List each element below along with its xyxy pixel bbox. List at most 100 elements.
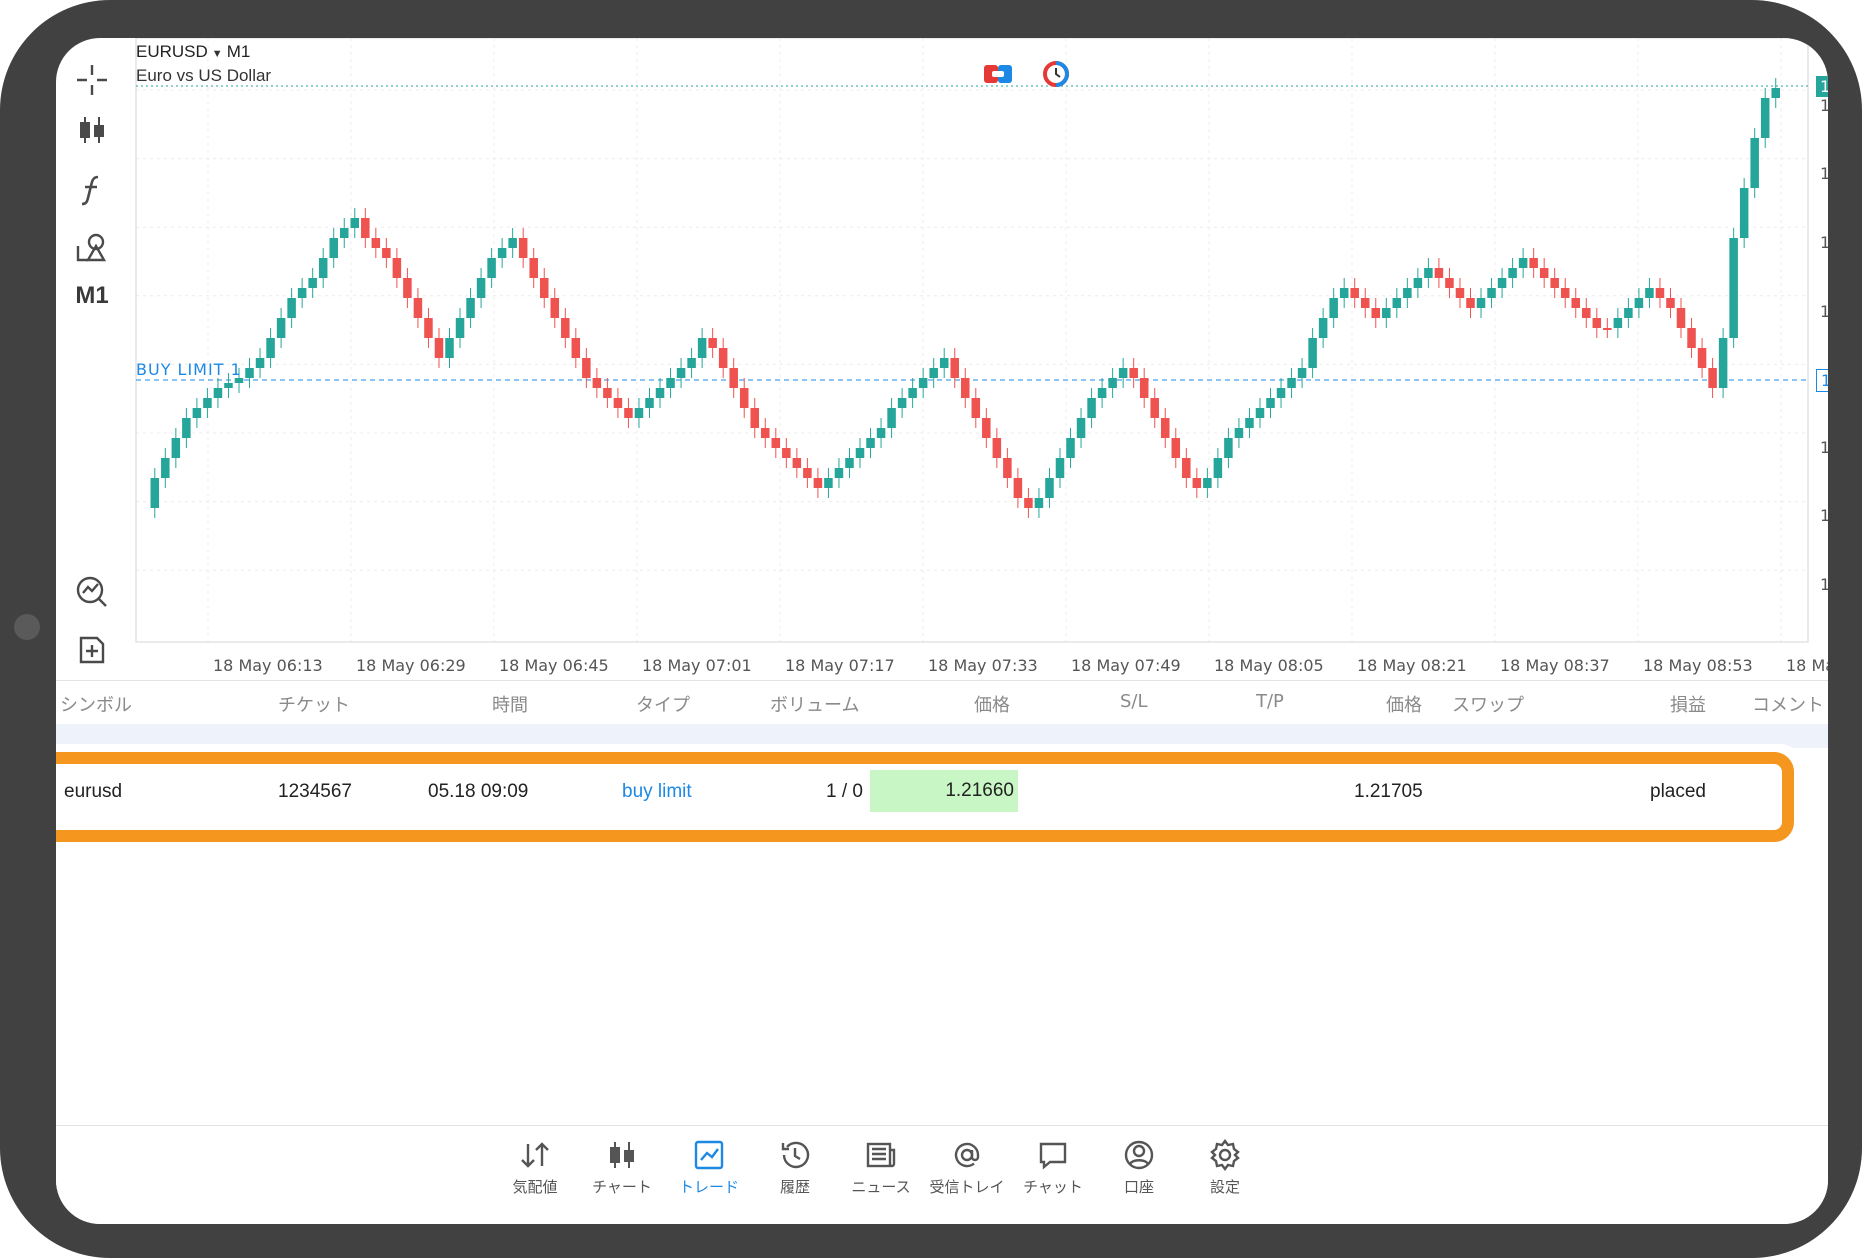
nav-settings[interactable]: 設定 [1180, 1138, 1270, 1197]
chat-icon [1039, 1142, 1067, 1170]
header-price[interactable]: 価格 [974, 695, 1010, 716]
nav-chat[interactable]: チャット [1008, 1138, 1098, 1197]
candle-body [455, 318, 465, 338]
candle-body [445, 338, 454, 358]
nav-label: 設定 [1209, 1178, 1240, 1196]
candle-body [1118, 368, 1128, 378]
nav-account[interactable]: 口座 [1094, 1138, 1184, 1197]
candle-body [1392, 298, 1402, 308]
header-ticket[interactable]: チケット [278, 695, 350, 716]
cell-symbol: eurusd [64, 781, 123, 802]
add-chart-icon[interactable] [66, 624, 118, 676]
time-tick: 18 May 06:45 [499, 656, 609, 675]
candle-body [592, 378, 602, 388]
candle-body [1297, 368, 1307, 378]
candle-body [318, 258, 328, 278]
candle-body [1329, 298, 1338, 318]
candle-body [866, 438, 875, 448]
one-click-trading-icon[interactable] [983, 62, 1013, 86]
candle-body [718, 348, 728, 368]
candle-body [803, 468, 812, 478]
candle-body [1129, 368, 1138, 378]
candle-body [1676, 308, 1686, 328]
candle-body [1487, 288, 1496, 298]
candle-body [1571, 298, 1581, 308]
chart-timeframe: M1 [226, 42, 251, 61]
nav-quotes[interactable]: 気配値 [490, 1138, 580, 1197]
function-icon[interactable] [66, 164, 118, 216]
candle-body [950, 358, 959, 378]
candlestick-icon[interactable] [66, 104, 118, 156]
cell-ticket: 1234567 [278, 781, 352, 802]
candle-body [224, 383, 233, 388]
candle-body [1645, 288, 1654, 298]
header-swap[interactable]: スワップ [1452, 695, 1524, 716]
header-current-price[interactable]: 価格 [1386, 695, 1422, 716]
chart-settings-icon[interactable] [66, 566, 118, 618]
bottom-nav: 気配値 チャート トレード 履歴 [56, 1125, 1828, 1224]
candle-body [1655, 288, 1665, 298]
header-comment[interactable]: コメント [1752, 695, 1824, 716]
candle-body [329, 238, 338, 258]
candle-body [276, 318, 286, 338]
candle-body [339, 228, 349, 238]
candle-body [992, 438, 1002, 458]
price-chart[interactable]: EURUSD ▼ M1 Euro vs US Dollar BUY LIMIT 1 … [128, 38, 1828, 678]
header-type[interactable]: タイプ [636, 695, 690, 716]
time-tick: 18 May 07:49 [1071, 656, 1181, 675]
time-tick: 18 May 08:37 [1500, 656, 1610, 675]
candle-body [234, 378, 244, 383]
candle-body [476, 278, 486, 298]
header-sl[interactable]: S/L [1120, 691, 1148, 712]
candle-body [1171, 438, 1181, 458]
candle-body [676, 368, 686, 378]
chart-symbol-header[interactable]: EURUSD ▼ M1 [136, 42, 250, 62]
candle-body [697, 338, 707, 358]
header-volume[interactable]: ボリューム [770, 695, 860, 716]
candle-body [1771, 88, 1780, 98]
header-time[interactable]: 時間 [492, 695, 528, 716]
candlestick-chart[interactable] [128, 38, 1828, 678]
candle-body [961, 378, 970, 398]
nav-news[interactable]: ニュース [836, 1138, 926, 1197]
nav-history[interactable]: 履歴 [750, 1138, 840, 1197]
cell-price: 1.21660 [870, 770, 1018, 812]
candle-body [1666, 298, 1675, 308]
header-tp[interactable]: T/P [1256, 691, 1284, 712]
account-icon [1124, 1140, 1154, 1170]
candle-body [392, 258, 402, 278]
candle-body [434, 338, 444, 358]
header-profit[interactable]: 損益 [1670, 695, 1706, 716]
crosshair-icon[interactable] [66, 54, 118, 106]
candle-body [192, 408, 202, 418]
order-row-highlight [56, 752, 1794, 842]
chart-frame [135, 38, 1809, 643]
current-price-tag: 1.21703 [1816, 76, 1828, 97]
price-tick: 1.21650 [1820, 438, 1828, 457]
time-tick: 18 May 08:53 [1643, 656, 1753, 675]
timeframe-button[interactable]: M1 [75, 282, 109, 309]
candle-body [1003, 458, 1012, 478]
candle-body [561, 318, 570, 338]
chart-symbol: EURUSD [136, 42, 208, 61]
candle-body [1276, 388, 1286, 398]
nav-mailbox[interactable]: 受信トレイ [922, 1138, 1012, 1197]
header-symbol[interactable]: シンボル [60, 695, 132, 716]
time-tick: 18 May 07:33 [928, 656, 1038, 675]
price-tick: 1.21700 [1820, 96, 1828, 115]
shapes-icon[interactable] [66, 222, 118, 274]
candle-body [413, 298, 423, 318]
trade-icon [694, 1140, 724, 1170]
candle-body [1624, 308, 1633, 318]
nav-trade[interactable]: トレード [664, 1138, 754, 1197]
cell-type: buy limit [622, 781, 692, 802]
candle-body [1760, 98, 1770, 138]
candle-body [350, 218, 360, 228]
clock-icon[interactable] [1041, 61, 1071, 87]
nav-label: チャット [1023, 1178, 1083, 1196]
nav-chart[interactable]: チャート [577, 1138, 667, 1197]
candle-body [245, 368, 254, 378]
candle-body [1192, 478, 1202, 488]
candle-body [1108, 378, 1117, 388]
